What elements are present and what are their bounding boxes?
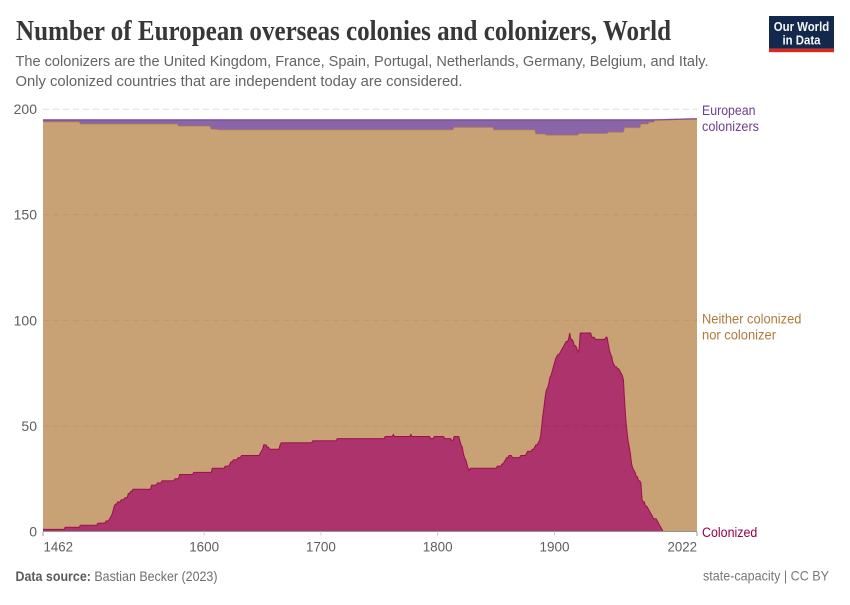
svg-text:1600: 1600	[189, 539, 219, 555]
svg-text:European: European	[702, 103, 756, 118]
svg-text:1462: 1462	[44, 539, 74, 555]
svg-text:1800: 1800	[423, 539, 453, 555]
svg-text:Only colonized countries that: Only colonized countries that are indepe…	[16, 74, 463, 90]
svg-text:200: 200	[14, 101, 38, 117]
svg-text:colonizers: colonizers	[702, 119, 759, 134]
svg-text:2022: 2022	[668, 539, 698, 555]
svg-text:150: 150	[14, 207, 38, 223]
svg-text:1700: 1700	[306, 539, 336, 555]
svg-text:Data source: Bastian Becker (2: Data source: Bastian Becker (2023)	[16, 569, 218, 584]
svg-text:Neither colonized: Neither colonized	[702, 312, 801, 327]
svg-text:50: 50	[21, 418, 37, 434]
svg-text:0: 0	[29, 523, 37, 539]
svg-text:nor colonizer: nor colonizer	[702, 328, 776, 343]
svg-text:Our World: Our World	[774, 20, 830, 34]
svg-text:The colonizers are the United: The colonizers are the United Kingdom, F…	[16, 54, 709, 70]
svg-text:in Data: in Data	[783, 34, 822, 48]
svg-text:Number of European overseas co: Number of European overseas colonies and…	[16, 16, 671, 47]
svg-text:state-capacity | CC BY: state-capacity | CC BY	[703, 569, 829, 584]
svg-text:1900: 1900	[540, 539, 570, 555]
svg-text:100: 100	[14, 312, 38, 328]
svg-text:Colonized: Colonized	[702, 525, 757, 540]
